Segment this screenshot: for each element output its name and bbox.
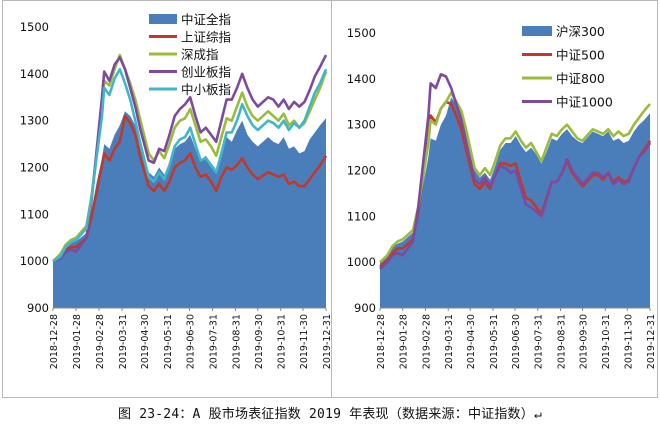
legend-label: 上证综指 [181, 30, 231, 45]
x-tick-label: 2019-10-31 [277, 314, 288, 369]
x-tick-label: 2019-08-31 [556, 314, 567, 369]
x-tick-label: 2019-03-31 [118, 314, 129, 369]
y-tick-label: 1000 [20, 254, 49, 268]
x-tick-label: 2018-12-28 [376, 314, 387, 369]
area-series-0 [53, 111, 326, 308]
x-tick-label: 2019-05-31 [163, 314, 174, 369]
x-tick-label: 2019-12-31 [646, 314, 657, 369]
legend-label: 创业板指 [181, 65, 231, 80]
y-tick-label: 1000 [347, 255, 376, 269]
right-chart-panel: 1500 1400 1300 1200 1100 1000 900 2018-12-28 201… [331, 0, 658, 398]
line-series-3 [52, 54, 328, 263]
legend-label: 中证1000 [556, 95, 613, 110]
y-tick-label: 1100 [347, 209, 376, 223]
x-tick-label: 2019-01-28 [399, 314, 410, 369]
x-tick-label: 2019-04-30 [140, 314, 151, 369]
line-series-4 [52, 67, 328, 263]
y-tick-label: 1500 [347, 26, 376, 40]
y-tick-label: 900 [27, 301, 49, 315]
x-tick-label: 2019-06-30 [511, 314, 522, 369]
x-tick-label: 2019-02-28 [95, 314, 106, 369]
legend-swatch [522, 26, 552, 36]
x-tick-label: 2019-08-31 [231, 314, 242, 369]
legend-label: 中小板指 [181, 82, 231, 97]
x-tick-label: 2019-12-31 [322, 314, 331, 369]
left-chart-panel: 1500 1400 1300 1200 1100 1000 900 2018-12-28 201… [2, 0, 332, 398]
y-tick-label: 1200 [20, 161, 49, 175]
legend-label: 深成指 [181, 47, 219, 62]
legend-label: 中证800 [556, 71, 605, 86]
line-series-2 [379, 91, 651, 264]
x-tick-label: 2019-04-30 [466, 314, 477, 369]
x-tick-label: 2019-05-31 [489, 314, 500, 369]
legend-label: 中证500 [556, 48, 605, 63]
x-tick-label: 2019-11-30 [299, 314, 310, 369]
x-tick-label: 2019-01-28 [72, 314, 83, 369]
legend-label: 沪深300 [556, 24, 605, 39]
x-tick-label: 2019-11-30 [623, 314, 634, 369]
figure-caption: 图 23-24：A 股市场表征指数 2019 年表现（数据来源：中证指数）↵ [117, 407, 542, 422]
area-series-0 [380, 97, 650, 308]
legend-label: 中证全指 [181, 12, 231, 27]
y-tick-label: 1400 [347, 72, 376, 86]
line-series-3 [379, 73, 652, 270]
y-tick-label: 1300 [20, 114, 49, 128]
y-tick-label: 1300 [347, 118, 376, 132]
x-tick-label: 2019-03-31 [444, 314, 455, 369]
y-tick-label: 1100 [20, 207, 49, 221]
legend-swatch [149, 14, 177, 24]
x-tick-label: 2019-09-30 [254, 314, 265, 369]
x-tick-label: 2019-09-30 [579, 314, 590, 369]
x-tick-label: 2018-12-28 [49, 314, 60, 369]
y-tick-label: 1400 [20, 67, 49, 81]
y-tick-label: 1200 [347, 164, 376, 178]
legend: 沪深300 中证500 中证800 中证1000 [522, 24, 613, 110]
y-tick-label: 900 [354, 301, 376, 315]
x-tick-label: 2019-10-31 [601, 314, 612, 369]
x-tick-label: 2019-02-28 [421, 314, 432, 369]
x-tick-label: 2019-06-30 [186, 314, 197, 369]
line-series-1 [52, 114, 328, 263]
y-tick-label: 1500 [20, 20, 49, 34]
x-tick-label: 2019-07-31 [534, 314, 545, 369]
x-tick-label: 2019-07-31 [208, 314, 219, 369]
